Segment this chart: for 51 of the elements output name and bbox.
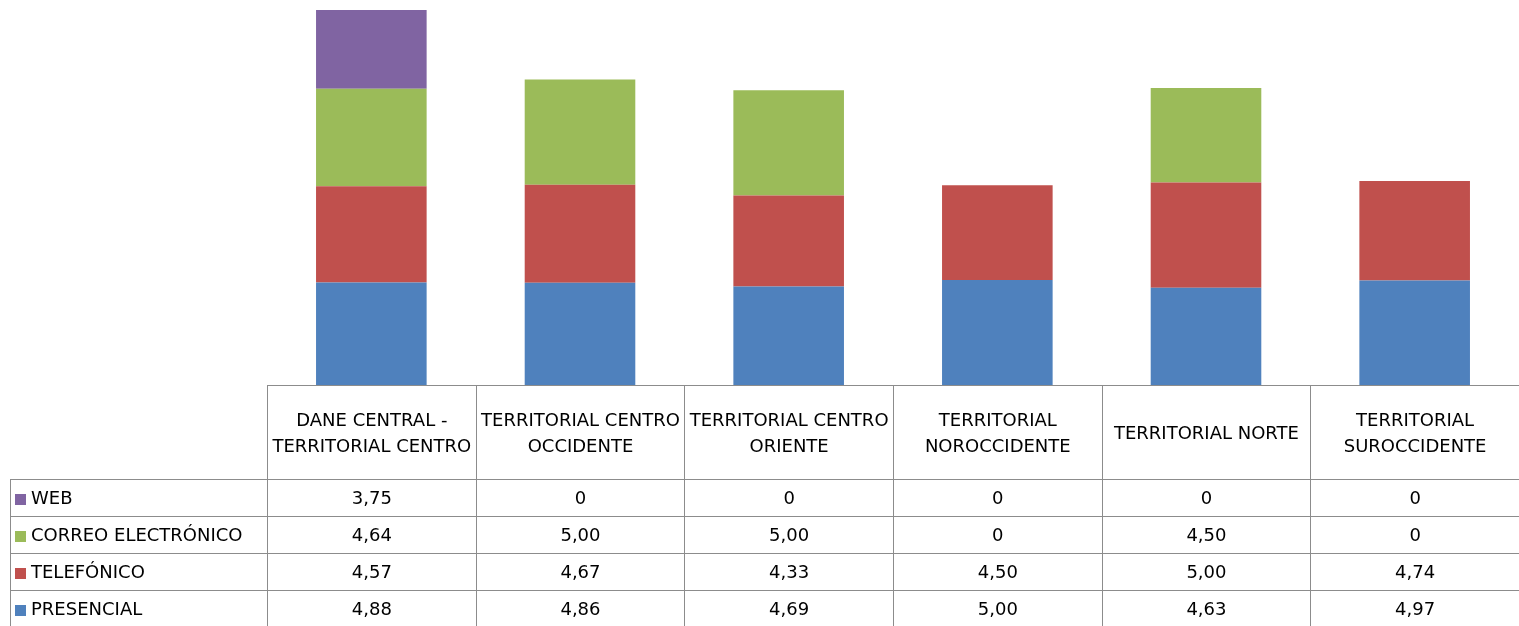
data-label: 0 bbox=[893, 479, 1103, 517]
bar bbox=[316, 282, 427, 385]
data-label: 4,67 bbox=[476, 553, 685, 591]
data-label: 4,33 bbox=[684, 553, 894, 591]
bar bbox=[524, 79, 636, 185]
data-label: 4,86 bbox=[476, 590, 685, 626]
data-label: 4,57 bbox=[267, 553, 477, 591]
data-label: 5,00 bbox=[1102, 553, 1311, 591]
bar bbox=[942, 279, 1053, 385]
bar bbox=[942, 185, 1053, 280]
data-label: 3,75 bbox=[267, 479, 477, 517]
legend-label: CORREO ELECTRÓNICO bbox=[10, 516, 268, 554]
data-label: 0 bbox=[1310, 479, 1519, 517]
x-tick-label: TERRITORIAL SUROCCIDENTE bbox=[1310, 385, 1519, 480]
data-label: 0 bbox=[893, 516, 1103, 554]
data-label: 4,63 bbox=[1102, 590, 1311, 626]
data-label: 0 bbox=[1310, 516, 1519, 554]
x-tick-label: TERRITORIAL NORTE bbox=[1102, 385, 1311, 480]
data-label: 4,69 bbox=[684, 590, 894, 626]
bar bbox=[316, 88, 427, 187]
bar bbox=[1359, 180, 1470, 281]
bar bbox=[733, 90, 844, 196]
bar bbox=[1150, 287, 1262, 385]
data-label: 4,50 bbox=[1102, 516, 1311, 554]
bar bbox=[1359, 280, 1470, 385]
bar bbox=[1150, 87, 1262, 183]
data-label: 0 bbox=[476, 479, 685, 517]
x-tick-label: TERRITORIAL CENTRO OCCIDENTE bbox=[476, 385, 685, 480]
bar bbox=[316, 10, 427, 89]
data-label: 4,64 bbox=[267, 516, 477, 554]
data-label: 0 bbox=[684, 479, 894, 517]
data-label: 5,00 bbox=[893, 590, 1103, 626]
bar bbox=[733, 195, 844, 287]
x-tick-label: TERRITORIAL NOROCCIDENTE bbox=[893, 385, 1103, 480]
data-label: 0 bbox=[1102, 479, 1311, 517]
bar bbox=[1150, 182, 1262, 288]
legend-label: TELEFÓNICO bbox=[10, 553, 268, 591]
legend-label: WEB bbox=[10, 479, 268, 517]
x-tick-label: TERRITORIAL CENTRO ORIENTE bbox=[684, 385, 894, 480]
bar bbox=[524, 282, 636, 385]
data-label: 4,88 bbox=[267, 590, 477, 626]
legend-label: PRESENCIAL bbox=[10, 590, 268, 626]
data-label: 5,00 bbox=[476, 516, 685, 554]
data-label: 4,74 bbox=[1310, 553, 1519, 591]
data-label: 4,50 bbox=[893, 553, 1103, 591]
bar bbox=[524, 184, 636, 283]
bar bbox=[316, 186, 427, 283]
data-label: 4,97 bbox=[1310, 590, 1519, 626]
bar bbox=[733, 286, 844, 385]
x-tick-label: DANE CENTRAL - TERRITORIAL CENTRO bbox=[267, 385, 477, 480]
data-label: 5,00 bbox=[684, 516, 894, 554]
